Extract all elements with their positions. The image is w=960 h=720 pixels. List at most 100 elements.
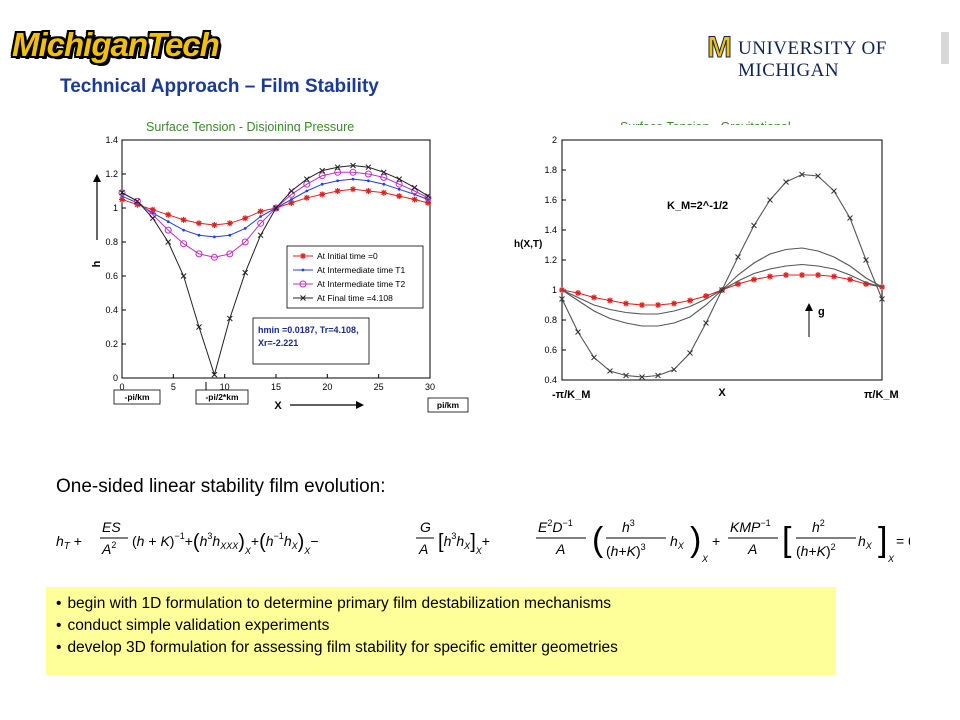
data-point [210,253,218,261]
svg-text:A: A [747,541,757,557]
data-point [134,198,141,205]
svg-text:X: X [887,554,895,564]
page-title: Technical Approach – Film Stability [60,76,379,97]
data-point [211,371,218,378]
data-point [364,170,372,178]
data-point [182,228,185,232]
data-point [133,197,141,205]
svg-text:hX: hX [670,533,685,551]
data-point [767,197,773,203]
svg-text:(h+K)3: (h+K)3 [606,542,646,559]
data-point [334,188,341,194]
y-tick-label: 2 [552,135,557,145]
data-point [703,293,709,299]
data-point [350,186,356,193]
data-point [242,269,249,276]
data-point [365,188,372,194]
x-axis-label: X [718,387,726,399]
legend-label: At Intermediate time T1 [317,265,405,275]
y-tick-label: 1.4 [544,225,557,235]
data-point [815,173,821,179]
data-point [226,250,234,258]
data-point [397,187,401,191]
data-point [575,329,581,335]
data-point [228,233,232,237]
data-point [575,290,581,296]
disjoining-pressure-chart: 0 5 10 15 20 25 30 0 0.2 0.4 0.6 0.8 1 1.2 1.4 h X -pi/km… [80,132,470,415]
data-point [799,171,805,178]
data-point [195,250,203,258]
data-point [319,167,326,174]
data-point [367,179,370,183]
y-tick-label: 0.8 [105,237,118,247]
svg-text:): ) [690,521,701,559]
data-point [426,198,430,201]
data-point [799,272,805,278]
data-point [303,180,311,188]
y-tick-label: 1 [552,285,557,295]
y-arrow-head [93,174,101,182]
x-axis-label: X [274,400,282,412]
x-tick-label: 0 [119,382,124,392]
svg-text:G: G [420,519,431,535]
data-point [257,232,264,239]
data-point [591,294,597,301]
y-tick-label: 1.2 [544,255,557,265]
x-tick-label: 15 [271,382,281,392]
data-point [180,240,188,248]
data-point [334,164,341,171]
data-point [639,374,645,380]
x-annotation-box [195,389,249,405]
data-point [671,366,677,373]
university-of-michigan-text: UNIVERSITY OF MICHIGAN [738,38,887,81]
data-point [166,220,170,223]
data-point [336,179,339,183]
film-evolution-equation: hT + ES A2 (h + K)−1+(h3hXXX)X+(h−1hX)X−… [56,518,910,564]
data-point [863,281,869,287]
data-point [288,199,295,206]
data-point [180,216,187,223]
data-point [226,220,233,227]
data-point [607,297,613,304]
data-point [213,235,216,239]
data-point [118,189,126,197]
y-tick-label: 0.6 [105,271,118,281]
data-point [149,206,156,213]
data-point [180,273,187,279]
data-point [305,189,309,193]
y-axis-label: h(X,T) [514,239,542,250]
data-point [334,168,342,176]
university-of-michigan-logo: M [705,30,949,64]
svg-text:A: A [555,541,565,557]
data-point [767,273,773,280]
data-point [687,297,693,304]
svg-text:h2: h2 [812,518,825,535]
annotation-line: hmin =0.0187, Tr=4.108, [258,325,359,335]
data-point [320,182,324,186]
x-annotation-label: -pi/km [124,392,149,402]
data-point [687,350,693,356]
data-point [751,276,757,283]
data-point [815,272,821,278]
data-point [831,273,837,280]
data-point [751,222,757,229]
data-point [703,320,709,326]
legend-label: At Intermediate time T2 [317,279,405,289]
data-point [411,196,418,203]
data-point [382,182,386,186]
data-point [607,368,613,374]
y-tick-label: 0 [113,373,118,383]
data-point [380,173,388,181]
svg-text:hT +: hT + [56,533,82,552]
data-point [380,169,387,176]
bullet-item: begin with 1D formulation to determine p… [56,593,836,615]
chart-title-disjoining: Surface Tension - Disjoining Pressure [146,120,355,134]
data-point [165,239,172,245]
data-point [380,189,387,196]
svg-text:[h3hX]X+: [h3hX]X+ [438,531,490,556]
data-point [847,276,853,283]
svg-text:[: [ [782,521,792,559]
gravity-label: g [818,306,825,318]
data-point [242,215,249,222]
data-point [879,296,885,302]
